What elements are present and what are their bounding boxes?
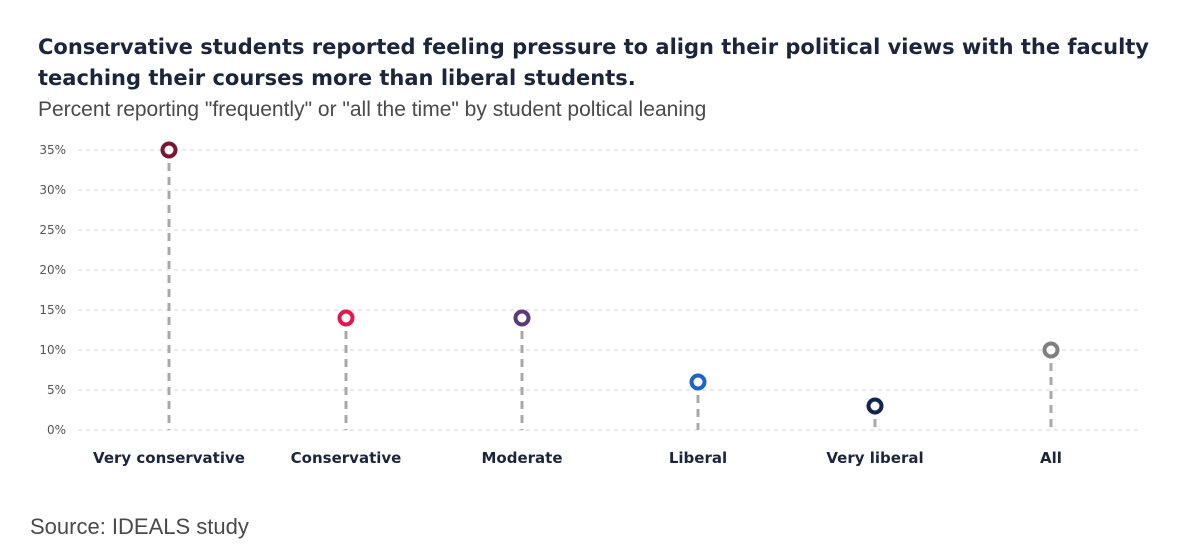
y-axis-tick-labels: 0% 5% 10% 15% 20% 25% 30% 35% — [39, 143, 66, 437]
y-tick-label: 20% — [39, 263, 66, 277]
chart-title: Conservative students reported feeling p… — [38, 35, 1150, 90]
category-label: Liberal — [669, 449, 727, 467]
y-tick-label: 30% — [39, 183, 66, 197]
y-tick-label: 5% — [47, 383, 66, 397]
category-label: Conservative — [291, 449, 402, 467]
category-label: All — [1040, 449, 1062, 467]
y-tick-label: 0% — [47, 423, 66, 437]
y-tick-label: 10% — [39, 343, 66, 357]
y-tick-label: 25% — [39, 223, 66, 237]
chart-subtitle: Percent reporting "frequently" or "all t… — [38, 98, 707, 121]
y-tick-label: 35% — [39, 143, 66, 157]
data-point — [337, 309, 355, 327]
data-point — [1042, 341, 1060, 359]
category-label: Very conservative — [93, 449, 245, 467]
y-tick-label: 15% — [39, 303, 66, 317]
data-point — [160, 141, 178, 159]
data-point — [689, 373, 707, 391]
category-label: Very liberal — [826, 449, 923, 467]
gridlines — [78, 149, 1140, 431]
x-axis-category-labels: Very conservative Conservative Moderate Lib… — [93, 449, 1062, 467]
source-note: Source: IDEALS study — [30, 514, 249, 539]
data-point — [513, 309, 531, 327]
category-label: Moderate — [481, 449, 562, 467]
lollipop-stems — [167, 163, 1053, 430]
data-points — [160, 141, 1060, 415]
data-point — [866, 397, 884, 415]
